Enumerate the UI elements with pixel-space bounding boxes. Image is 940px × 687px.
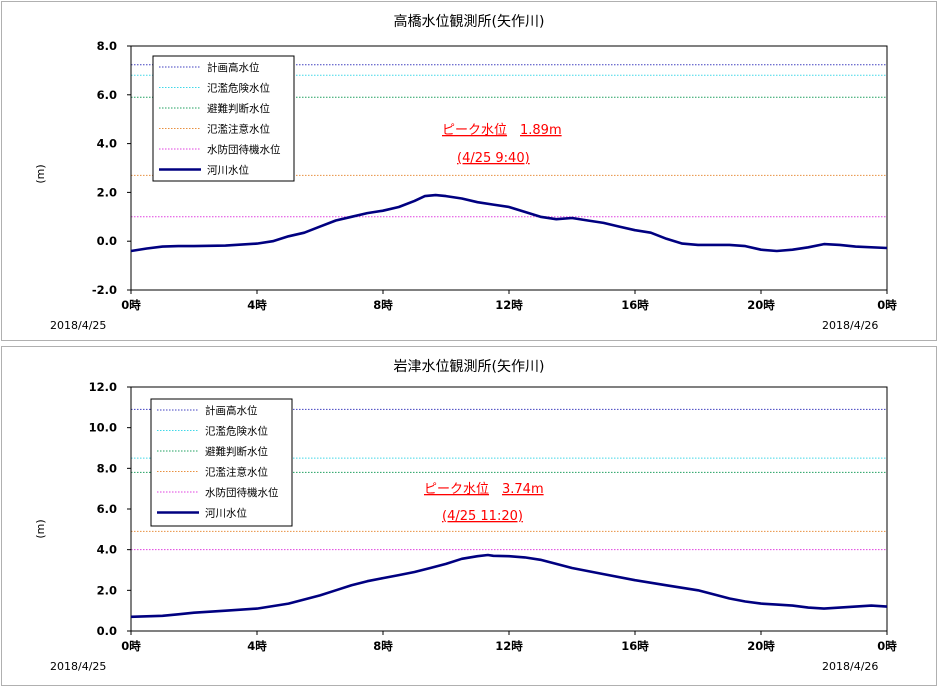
y-ticks: -2.0 0.0 2.0 4.0 6.0 8.0 xyxy=(92,39,131,297)
chart-title: 岩津水位観測所(矢作川) xyxy=(394,358,545,375)
x-tick-label: 12時 xyxy=(495,298,523,312)
x-tick-label: 8時 xyxy=(373,298,393,312)
y-tick-label: 10.0 xyxy=(89,421,117,435)
peak-annotation: ピーク水位 1.89m (4/25 9:40) xyxy=(442,123,562,166)
series-line-river-level xyxy=(130,553,888,619)
legend-entry: 避難判断水位 xyxy=(207,102,270,115)
legend-entry: 氾濫注意水位 xyxy=(205,466,268,479)
x-tick-label: 16時 xyxy=(621,639,649,653)
y-tick-label: 4.0 xyxy=(97,137,117,151)
date-end-label: 2018/4/26 xyxy=(822,319,878,332)
x-tick-label: 0時 xyxy=(877,639,897,653)
legend-entry: 氾濫危険水位 xyxy=(205,425,268,438)
legend-entry: 計画高水位 xyxy=(205,404,258,417)
chart-title: 高橋水位観測所(矢作川) xyxy=(394,13,545,30)
x-tick-label: 0時 xyxy=(877,298,897,312)
x-tick-label: 4時 xyxy=(247,298,267,312)
legend-entry: 氾濫注意水位 xyxy=(207,123,270,136)
y-tick-label: 4.0 xyxy=(97,543,117,557)
legend-entry: 河川水位 xyxy=(205,507,247,520)
x-tick-label: 16時 xyxy=(621,298,649,312)
x-tick-label: 4時 xyxy=(247,639,267,653)
peak-annotation: ピーク水位 3.74m (4/25 11:20) xyxy=(424,482,544,524)
legend-entry: 河川水位 xyxy=(207,164,249,177)
legend-entry: 水防団待機水位 xyxy=(207,143,281,156)
peak-label: ピーク水位 xyxy=(442,123,507,138)
chart-panel-takahashi: 高橋水位観測所(矢作川) (m) -2.0 0.0 2.0 4.0 6.0 8.0 0時 4… xyxy=(1,1,937,341)
y-tick-label: 2.0 xyxy=(97,583,117,597)
y-axis-label: (m) xyxy=(34,164,47,183)
legend-box xyxy=(152,55,295,182)
peak-time: (4/25 11:20) xyxy=(442,509,523,524)
y-axis-label: (m) xyxy=(34,519,47,538)
y-tick-label: 0.0 xyxy=(97,234,117,248)
x-tick-label: 0時 xyxy=(121,298,141,312)
chart-svg-takahashi: 高橋水位観測所(矢作川) (m) -2.0 0.0 2.0 4.0 6.0 8.0 0時 4… xyxy=(34,13,897,332)
y-tick-label: 8.0 xyxy=(97,461,117,475)
x-tick-label: 20時 xyxy=(747,639,775,653)
x-ticks: 0時 4時 8時 12時 16時 20時 0時 xyxy=(121,290,897,312)
legend-entry: 避難判断水位 xyxy=(205,445,268,458)
date-end-label: 2018/4/26 xyxy=(822,660,878,673)
y-tick-label: 6.0 xyxy=(97,502,117,516)
x-tick-label: 12時 xyxy=(495,639,523,653)
date-start-label: 2018/4/25 xyxy=(50,660,106,673)
y-tick-label: 6.0 xyxy=(97,88,117,102)
legend-entry: 氾濫危険水位 xyxy=(207,82,270,95)
y-tick-label: 0.0 xyxy=(97,624,117,638)
peak-value: 1.89m xyxy=(520,123,562,138)
series-line-river-level xyxy=(130,193,888,253)
x-tick-label: 0時 xyxy=(121,639,141,653)
x-ticks: 0時 4時 8時 12時 16時 20時 0時 xyxy=(121,631,897,653)
y-tick-label: 12.0 xyxy=(89,380,117,394)
legend-entry: 計画高水位 xyxy=(207,61,260,74)
peak-label: ピーク水位 xyxy=(424,482,489,497)
chart-svg-iwazu: 岩津水位観測所(矢作川) (m) 0.0 2.0 4.0 6.0 8.0 10.0 12.0… xyxy=(34,358,897,673)
y-tick-label: 8.0 xyxy=(97,39,117,53)
y-tick-label: -2.0 xyxy=(92,283,117,297)
x-tick-label: 8時 xyxy=(373,639,393,653)
legend-box xyxy=(150,398,293,527)
x-tick-label: 20時 xyxy=(747,298,775,312)
legend-entry: 水防団待機水位 xyxy=(205,486,279,499)
y-ticks: 0.0 2.0 4.0 6.0 8.0 10.0 12.0 xyxy=(89,380,131,638)
date-start-label: 2018/4/25 xyxy=(50,319,106,332)
chart-panel-iwazu: 岩津水位観測所(矢作川) (m) 0.0 2.0 4.0 6.0 8.0 10.0 12.0… xyxy=(1,346,937,686)
peak-value: 3.74m xyxy=(502,482,544,497)
y-tick-label: 2.0 xyxy=(97,185,117,199)
peak-time: (4/25 9:40) xyxy=(457,151,530,166)
